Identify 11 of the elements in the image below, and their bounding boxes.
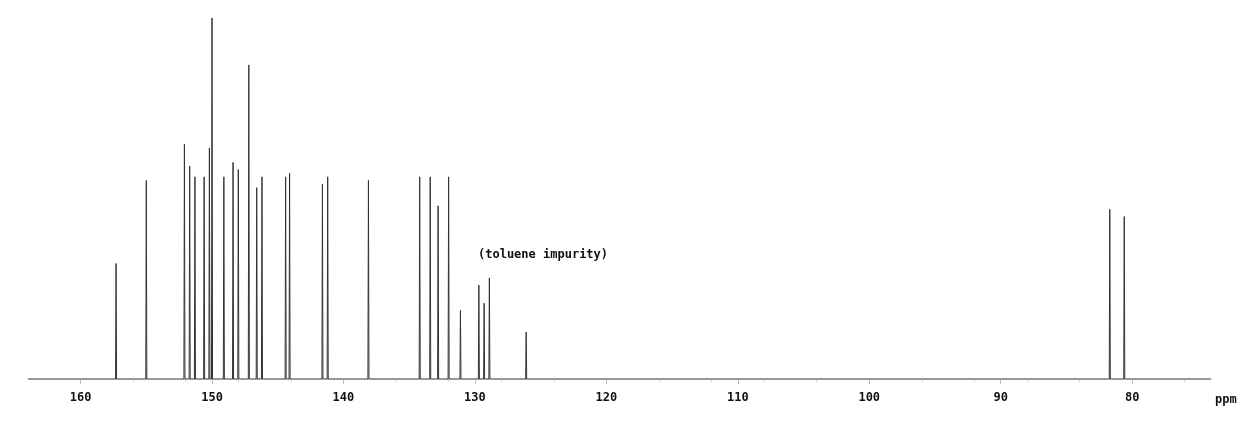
x-axis-title: ppm (1215, 392, 1237, 406)
x-tick-label: 140 (332, 390, 355, 404)
x-tick-label: 110 (726, 390, 749, 404)
x-tick-label: 150 (201, 390, 223, 404)
x-tick-label: 160 (69, 390, 92, 404)
x-tick-label: 90 (993, 390, 1008, 404)
x-tick-label: 130 (464, 390, 486, 404)
x-tick-label: 120 (595, 390, 618, 404)
x-tick-label: 80 (1124, 390, 1140, 404)
annotation: (toluene impurity) (478, 247, 609, 261)
x-tick-label: 100 (858, 390, 881, 404)
